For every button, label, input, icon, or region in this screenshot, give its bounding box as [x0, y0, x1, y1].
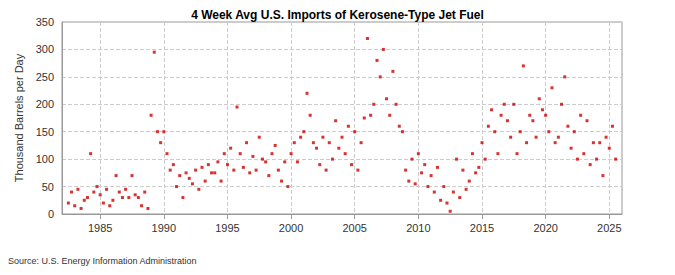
svg-text:200: 200: [36, 98, 54, 110]
svg-text:300: 300: [36, 43, 54, 55]
svg-text:2000: 2000: [279, 222, 303, 234]
svg-text:350: 350: [36, 16, 54, 28]
svg-text:Thousand Barrels per Day: Thousand Barrels per Day: [13, 53, 25, 182]
svg-text:1995: 1995: [215, 222, 239, 234]
svg-text:2020: 2020: [533, 222, 557, 234]
svg-text:250: 250: [36, 71, 54, 83]
svg-text:Source: U.S. Energy Informatio: Source: U.S. Energy Information Administ…: [8, 256, 197, 266]
svg-text:2025: 2025: [597, 222, 621, 234]
svg-text:2015: 2015: [470, 222, 494, 234]
svg-text:0: 0: [48, 208, 54, 220]
svg-text:50: 50: [42, 181, 54, 193]
svg-text:4 Week Avg U.S. Imports of Ker: 4 Week Avg U.S. Imports of Kerosene-Type…: [191, 8, 484, 22]
svg-text:2010: 2010: [406, 222, 430, 234]
svg-text:1985: 1985: [88, 222, 112, 234]
svg-text:2005: 2005: [342, 222, 366, 234]
svg-text:150: 150: [36, 126, 54, 138]
svg-text:1990: 1990: [152, 222, 176, 234]
svg-text:100: 100: [36, 153, 54, 165]
